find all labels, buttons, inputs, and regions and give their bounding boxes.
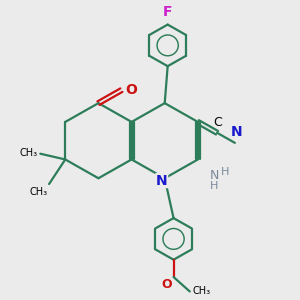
- Text: CH₃: CH₃: [29, 188, 48, 197]
- Text: H: H: [221, 167, 229, 178]
- Text: C: C: [213, 116, 222, 129]
- Text: N: N: [209, 169, 219, 182]
- Text: CH₃: CH₃: [193, 286, 211, 296]
- Text: H: H: [210, 181, 218, 191]
- Text: N: N: [230, 125, 242, 140]
- Text: CH₃: CH₃: [19, 148, 37, 158]
- Text: F: F: [163, 5, 172, 20]
- Text: O: O: [125, 82, 137, 97]
- Text: O: O: [161, 278, 172, 292]
- Text: N: N: [156, 174, 168, 188]
